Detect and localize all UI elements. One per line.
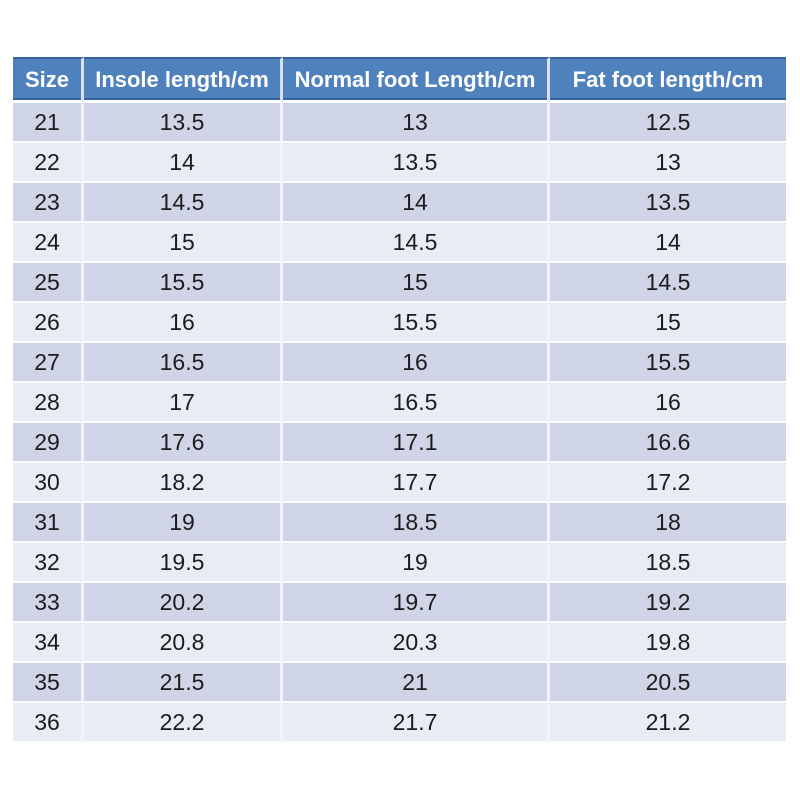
normal-foot-length-cell: 18.5 — [283, 503, 550, 543]
fat-foot-length-cell: 21.2 — [550, 703, 786, 743]
insole-length-cell: 21.5 — [84, 663, 283, 703]
insole-length-cell: 22.2 — [84, 703, 283, 743]
insole-length-cell: 14.5 — [84, 183, 283, 223]
size-cell: 34 — [13, 623, 84, 663]
insole-length-cell: 13.5 — [84, 103, 283, 143]
normal-foot-length-cell: 19 — [283, 543, 550, 583]
fat-foot-length-cell: 14 — [550, 223, 786, 263]
table-row: 22 14 13.5 13 — [13, 143, 786, 183]
normal-foot-length-cell: 20.3 — [283, 623, 550, 663]
size-cell: 27 — [13, 343, 84, 383]
size-cell: 23 — [13, 183, 84, 223]
fat-foot-length-cell: 12.5 — [550, 103, 786, 143]
fat-foot-length-cell: 18 — [550, 503, 786, 543]
size-cell: 28 — [13, 383, 84, 423]
normal-foot-length-cell: 17.7 — [283, 463, 550, 503]
table-row: 31 19 18.5 18 — [13, 503, 786, 543]
table-row: 27 16.5 16 15.5 — [13, 343, 786, 383]
size-cell: 31 — [13, 503, 84, 543]
insole-length-cell: 17.6 — [84, 423, 283, 463]
fat-foot-length-cell: 16 — [550, 383, 786, 423]
header-insole-length: Insole length/cm — [84, 57, 283, 103]
fat-foot-length-cell: 16.6 — [550, 423, 786, 463]
normal-foot-length-cell: 14.5 — [283, 223, 550, 263]
normal-foot-length-cell: 15.5 — [283, 303, 550, 343]
table-row: 34 20.8 20.3 19.8 — [13, 623, 786, 663]
table-row: 35 21.5 21 20.5 — [13, 663, 786, 703]
size-cell: 26 — [13, 303, 84, 343]
normal-foot-length-cell: 14 — [283, 183, 550, 223]
size-cell: 32 — [13, 543, 84, 583]
size-cell: 21 — [13, 103, 84, 143]
normal-foot-length-cell: 21.7 — [283, 703, 550, 743]
table-row: 24 15 14.5 14 — [13, 223, 786, 263]
insole-length-cell: 16.5 — [84, 343, 283, 383]
fat-foot-length-cell: 18.5 — [550, 543, 786, 583]
normal-foot-length-cell: 17.1 — [283, 423, 550, 463]
table-row: 29 17.6 17.1 16.6 — [13, 423, 786, 463]
insole-length-cell: 19 — [84, 503, 283, 543]
insole-length-cell: 17 — [84, 383, 283, 423]
size-cell: 33 — [13, 583, 84, 623]
fat-foot-length-cell: 20.5 — [550, 663, 786, 703]
normal-foot-length-cell: 21 — [283, 663, 550, 703]
insole-length-cell: 14 — [84, 143, 283, 183]
table-row: 21 13.5 13 12.5 — [13, 103, 786, 143]
normal-foot-length-cell: 13.5 — [283, 143, 550, 183]
normal-foot-length-cell: 19.7 — [283, 583, 550, 623]
fat-foot-length-cell: 14.5 — [550, 263, 786, 303]
header-size: Size — [13, 57, 84, 103]
insole-length-cell: 18.2 — [84, 463, 283, 503]
size-cell: 35 — [13, 663, 84, 703]
size-cell: 36 — [13, 703, 84, 743]
size-cell: 25 — [13, 263, 84, 303]
fat-foot-length-cell: 19.2 — [550, 583, 786, 623]
normal-foot-length-cell: 16.5 — [283, 383, 550, 423]
fat-foot-length-cell: 19.8 — [550, 623, 786, 663]
normal-foot-length-cell: 13 — [283, 103, 550, 143]
fat-foot-length-cell: 17.2 — [550, 463, 786, 503]
table-row: 28 17 16.5 16 — [13, 383, 786, 423]
header-normal-foot-length: Normal foot Length/cm — [283, 57, 550, 103]
table-row: 33 20.2 19.7 19.2 — [13, 583, 786, 623]
size-cell: 24 — [13, 223, 84, 263]
table-row: 25 15.5 15 14.5 — [13, 263, 786, 303]
insole-length-cell: 20.8 — [84, 623, 283, 663]
fat-foot-length-cell: 15.5 — [550, 343, 786, 383]
fat-foot-length-cell: 13.5 — [550, 183, 786, 223]
table-row: 23 14.5 14 13.5 — [13, 183, 786, 223]
size-cell: 29 — [13, 423, 84, 463]
fat-foot-length-cell: 13 — [550, 143, 786, 183]
normal-foot-length-cell: 15 — [283, 263, 550, 303]
fat-foot-length-cell: 15 — [550, 303, 786, 343]
header-fat-foot-length: Fat foot length/cm — [550, 57, 786, 103]
size-chart-table: Size Insole length/cm Normal foot Length… — [13, 57, 786, 743]
table-row: 30 18.2 17.7 17.2 — [13, 463, 786, 503]
insole-length-cell: 15.5 — [84, 263, 283, 303]
size-cell: 30 — [13, 463, 84, 503]
insole-length-cell: 19.5 — [84, 543, 283, 583]
table-row: 32 19.5 19 18.5 — [13, 543, 786, 583]
normal-foot-length-cell: 16 — [283, 343, 550, 383]
insole-length-cell: 20.2 — [84, 583, 283, 623]
table-row: 36 22.2 21.7 21.2 — [13, 703, 786, 743]
insole-length-cell: 15 — [84, 223, 283, 263]
insole-length-cell: 16 — [84, 303, 283, 343]
header-row: Size Insole length/cm Normal foot Length… — [13, 57, 786, 103]
table-row: 26 16 15.5 15 — [13, 303, 786, 343]
size-cell: 22 — [13, 143, 84, 183]
